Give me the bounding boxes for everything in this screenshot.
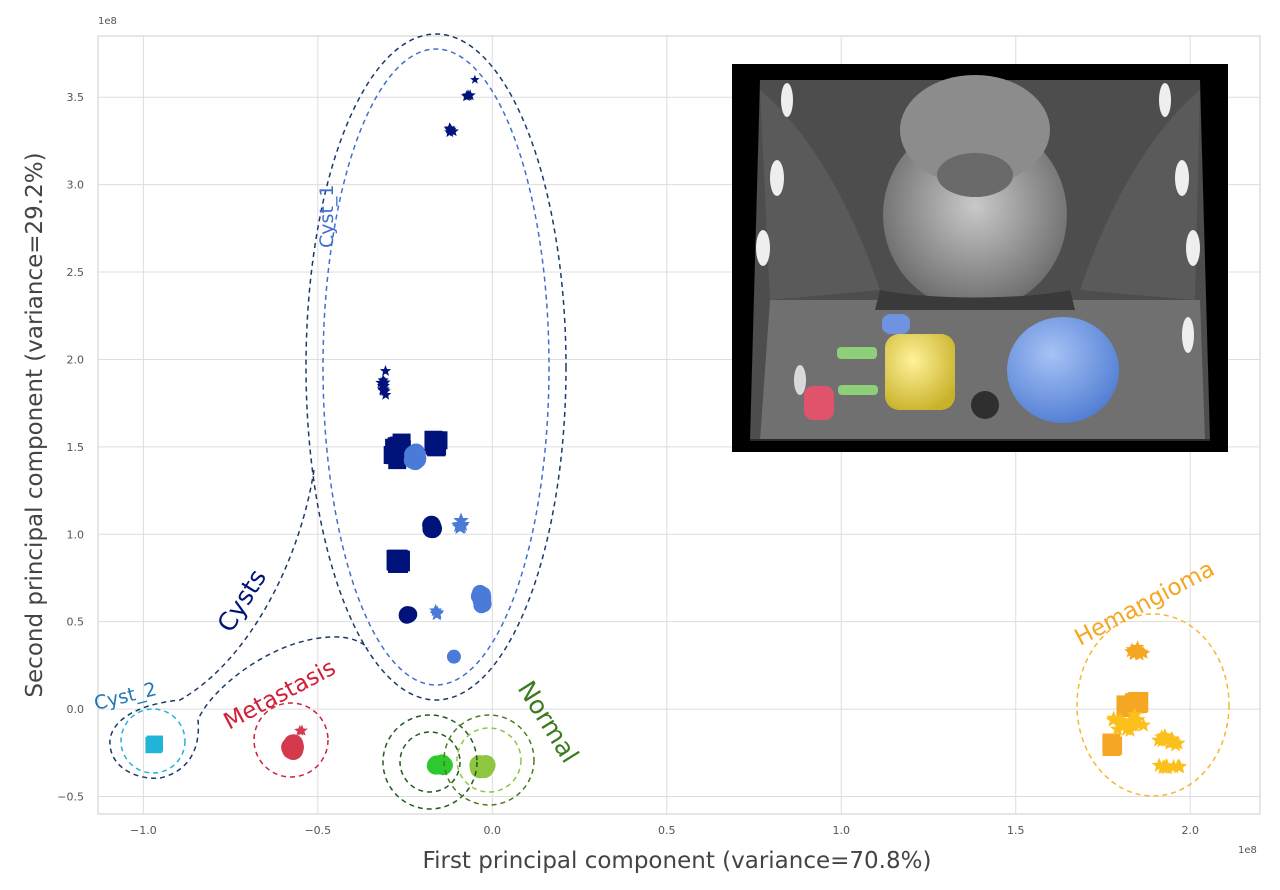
- series-7: [1105, 707, 1188, 775]
- y-tick-label: 2.0: [67, 353, 85, 366]
- x-tick-label: −1.0: [130, 824, 157, 837]
- data-point: [446, 649, 461, 664]
- data-point: [429, 603, 443, 617]
- data-point: [406, 446, 425, 465]
- data-point: [1170, 758, 1186, 773]
- data-point: [1106, 710, 1122, 725]
- data-point: [296, 724, 308, 736]
- data-point: [1168, 737, 1184, 752]
- data-point: [379, 376, 391, 388]
- data-point: [400, 606, 417, 623]
- series-0: [375, 74, 480, 624]
- x-tick-labels: −1.0 −0.5 0.0 0.5 1.0 1.5 2.0: [130, 824, 1199, 837]
- cyst-1-outer-outline: [305, 33, 567, 701]
- y-tick-label: −0.5: [57, 791, 84, 804]
- y-tick-label: 1.0: [67, 528, 85, 541]
- data-point: [424, 430, 443, 449]
- cyst-1-label: Cyst_1: [316, 185, 338, 248]
- y-tick-labels: −0.5 0.0 0.5 1.0 1.5 2.0 2.5 3.0 3.5: [57, 91, 84, 803]
- data-point: [1135, 645, 1149, 658]
- y-axis-label: Second principal component (variance=29.…: [22, 152, 48, 697]
- data-point: [375, 376, 387, 388]
- data-point: [453, 512, 469, 528]
- data-point: [470, 74, 480, 84]
- data-point: [1150, 732, 1167, 747]
- data-point: [1124, 644, 1138, 658]
- normal-2-outer-outline: [443, 714, 535, 806]
- data-point: [1159, 759, 1175, 774]
- data-point: [377, 384, 389, 395]
- cyst-2-outline: [120, 708, 186, 774]
- y-tick-label: 1.5: [67, 441, 85, 454]
- data-point: [462, 89, 474, 101]
- series-2: [145, 735, 164, 754]
- y-tick-label: 0.0: [67, 703, 85, 716]
- normal-2-inner-outline: [456, 727, 522, 793]
- ct-volume-inset-image: [732, 64, 1228, 452]
- x-axis-label: First principal component (variance=70.8…: [423, 848, 932, 874]
- series-1: [403, 443, 492, 664]
- series-5: [469, 754, 496, 779]
- data-point: [1132, 647, 1146, 661]
- y-offset-label: 1e8: [98, 16, 117, 27]
- data-point: [434, 757, 453, 776]
- data-point: [391, 436, 410, 455]
- data-point: [1131, 640, 1145, 653]
- data-point: [379, 365, 392, 376]
- normal-1-inner-outline: [399, 731, 461, 793]
- grid: [98, 36, 1260, 814]
- x-tick-label: 0.5: [658, 824, 676, 837]
- data-point: [146, 736, 163, 753]
- metastasis-outline: [253, 702, 329, 778]
- data-point: [1116, 695, 1137, 716]
- x-offset-label: 1e8: [1238, 845, 1257, 856]
- series-3: [281, 724, 308, 760]
- data-point: [1127, 707, 1143, 722]
- data-point: [380, 388, 392, 400]
- y-tick-label: 3.0: [67, 179, 85, 192]
- data-point: [444, 122, 456, 134]
- data-point: [423, 520, 442, 539]
- y-tick-label: 2.5: [67, 266, 85, 279]
- y-tick-label: 0.5: [67, 616, 85, 629]
- data-point: [1135, 717, 1151, 732]
- data-point: [475, 756, 496, 777]
- data-point: [389, 551, 410, 572]
- data-point: [444, 126, 456, 138]
- hemangioma-outline: [1076, 613, 1230, 797]
- data-point: [283, 737, 304, 758]
- x-tick-label: 2.0: [1181, 824, 1199, 837]
- data-point: [430, 607, 444, 621]
- data-point: [447, 125, 459, 137]
- cyst-1-inner-outline: [322, 48, 550, 686]
- y-tick-label: 3.5: [67, 91, 85, 104]
- data-point: [475, 590, 492, 607]
- data-point: [1124, 717, 1140, 732]
- series-6: [1102, 640, 1151, 756]
- data-point: [1159, 732, 1175, 747]
- cluster-outlines: [109, 33, 1230, 810]
- data-points: [145, 74, 1188, 779]
- data-point: [1102, 733, 1121, 752]
- normal-1-outer-outline: [382, 714, 478, 810]
- data-point: [453, 518, 469, 534]
- x-tick-label: 1.0: [833, 824, 851, 837]
- data-point: [1114, 714, 1130, 730]
- x-tick-label: 1.5: [1007, 824, 1025, 837]
- x-tick-label: −0.5: [304, 824, 331, 837]
- x-tick-label: 0.0: [484, 824, 502, 837]
